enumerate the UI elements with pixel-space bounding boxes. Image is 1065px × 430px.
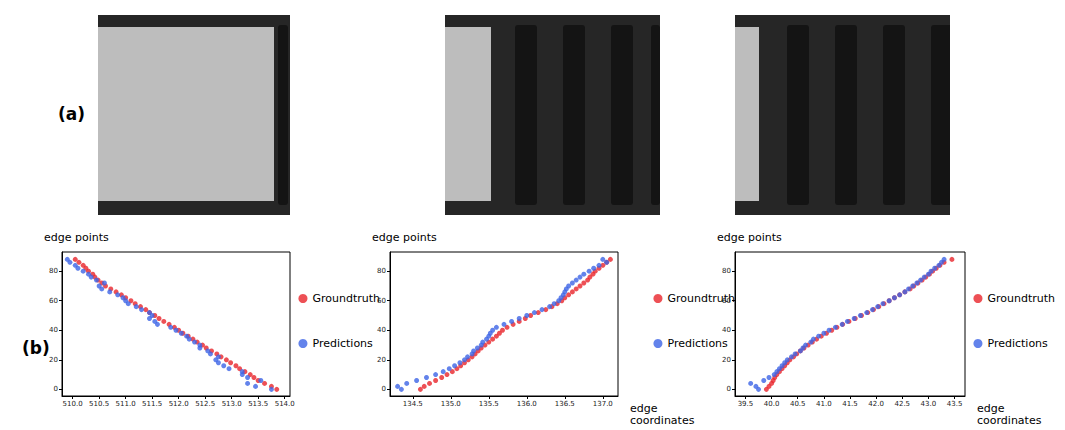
svg-text:134.5: 134.5 xyxy=(403,400,423,408)
svg-text:512.5: 512.5 xyxy=(195,400,215,408)
svg-text:edge points: edge points xyxy=(717,231,782,244)
html-text:(b): (b) xyxy=(22,338,50,358)
svg-text:40.5: 40.5 xyxy=(790,400,806,408)
svg-text:Predictions: Predictions xyxy=(667,337,728,350)
svg-text:40: 40 xyxy=(722,326,731,334)
svg-text:0: 0 xyxy=(54,385,58,393)
svg-text:136.5: 136.5 xyxy=(555,400,575,408)
svg-text:20: 20 xyxy=(722,356,731,364)
svg-text:80: 80 xyxy=(722,267,731,275)
svg-text:41.5: 41.5 xyxy=(842,400,858,408)
svg-text:42.0: 42.0 xyxy=(868,400,884,408)
svg-text:511.5: 511.5 xyxy=(142,400,162,408)
svg-text:513.0: 513.0 xyxy=(222,400,242,408)
svg-text:80: 80 xyxy=(49,267,58,275)
svg-text:60: 60 xyxy=(49,297,58,305)
svg-text:edge: edge xyxy=(630,401,658,415)
svg-text:40.0: 40.0 xyxy=(764,400,780,408)
svg-text:43.0: 43.0 xyxy=(921,400,937,408)
svg-text:0: 0 xyxy=(727,385,731,393)
svg-text:137.0: 137.0 xyxy=(593,400,613,408)
svg-text:39.5: 39.5 xyxy=(738,400,754,408)
svg-text:512.0: 512.0 xyxy=(169,400,189,408)
svg-text:Groundtruth: Groundtruth xyxy=(667,292,735,305)
svg-text:135.5: 135.5 xyxy=(479,400,499,408)
svg-text:510.0: 510.0 xyxy=(63,400,83,408)
svg-text:136.0: 136.0 xyxy=(517,400,537,408)
svg-text:40: 40 xyxy=(49,326,58,334)
svg-text:80: 80 xyxy=(377,267,386,275)
svg-text:Predictions: Predictions xyxy=(987,337,1048,350)
svg-text:40: 40 xyxy=(377,326,386,334)
svg-text:Groundtruth: Groundtruth xyxy=(987,292,1055,305)
svg-text:edge points: edge points xyxy=(44,231,109,244)
svg-text:coordinates: coordinates xyxy=(977,414,1042,427)
svg-text:Groundtruth: Groundtruth xyxy=(312,292,380,305)
svg-text:511.0: 511.0 xyxy=(116,400,136,408)
svg-text:135.0: 135.0 xyxy=(441,400,461,408)
svg-text:edge: edge xyxy=(977,401,1005,415)
svg-text:43.5: 43.5 xyxy=(947,400,963,408)
svg-text:20: 20 xyxy=(377,356,386,364)
html-text:(a): (a) xyxy=(58,104,85,124)
svg-text:coordinates: coordinates xyxy=(630,414,695,427)
svg-text:42.5: 42.5 xyxy=(894,400,910,408)
svg-text:0: 0 xyxy=(382,385,386,393)
svg-text:Predictions: Predictions xyxy=(312,337,373,350)
svg-text:513.5: 513.5 xyxy=(248,400,268,408)
svg-text:41.0: 41.0 xyxy=(816,400,832,408)
svg-text:510.5: 510.5 xyxy=(89,400,109,408)
svg-text:60: 60 xyxy=(722,297,731,305)
svg-text:514.0: 514.0 xyxy=(275,400,295,408)
svg-text:60: 60 xyxy=(377,297,386,305)
svg-text:20: 20 xyxy=(49,356,58,364)
svg-text:edge points: edge points xyxy=(372,231,437,244)
